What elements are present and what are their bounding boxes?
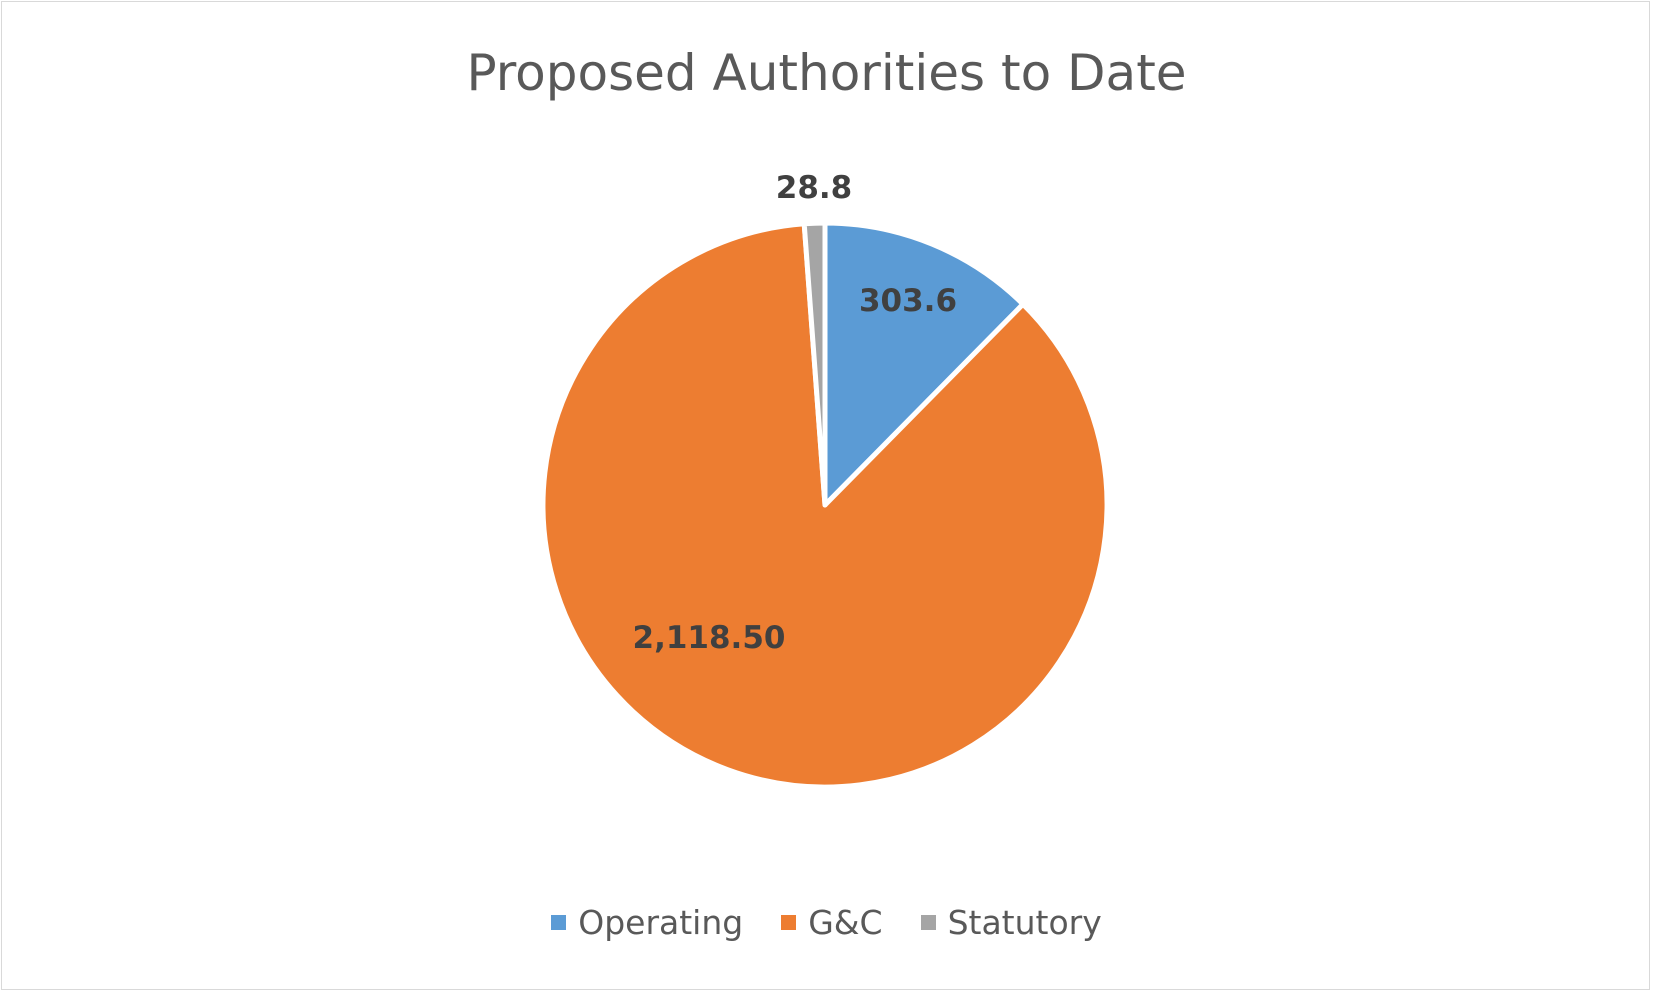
legend-item: Operating: [551, 903, 743, 942]
legend-item: Statutory: [920, 903, 1102, 942]
legend-swatch: [920, 915, 936, 930]
data-label-gc: 2,118.50: [633, 620, 786, 656]
legend: Operating G&C Statutory: [0, 903, 1653, 942]
legend-label: G&C: [808, 903, 883, 942]
chart-title: Proposed Authorities to Date: [466, 44, 1187, 102]
data-label-statutory: 28.8: [776, 170, 853, 206]
pie-slice-statutory: [801, 220, 828, 508]
legend-item: G&C: [781, 903, 883, 942]
data-label-operating: 303.6: [859, 283, 957, 319]
pie-slice-operating: [822, 220, 1026, 508]
legend-label: Operating: [578, 903, 744, 942]
legend-swatch: [551, 915, 567, 930]
legend-label: Statutory: [947, 903, 1102, 942]
legend-swatch: [781, 915, 797, 930]
